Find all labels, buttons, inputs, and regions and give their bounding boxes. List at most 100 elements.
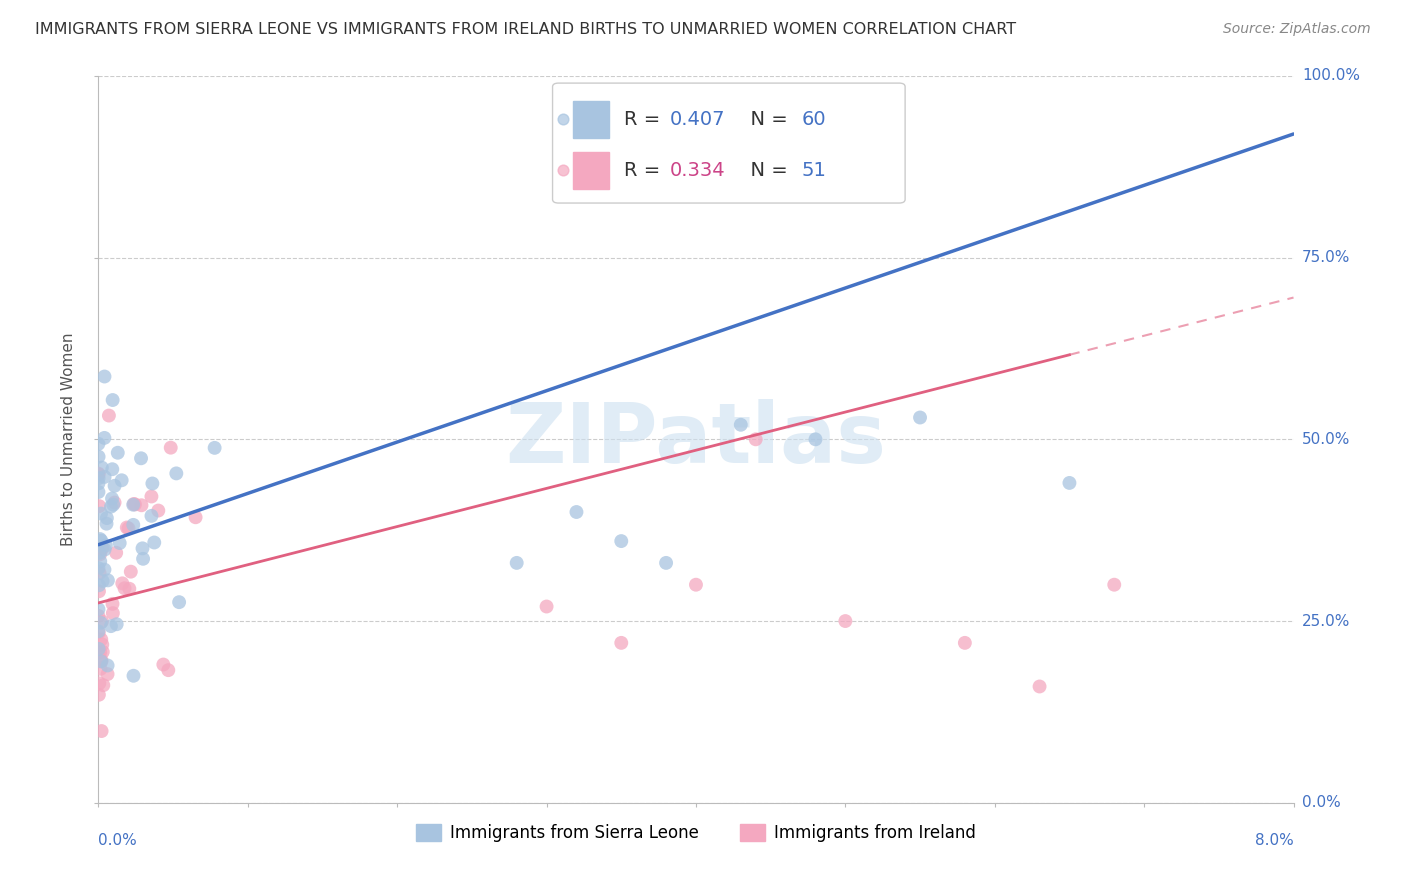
Point <box>565 505 588 519</box>
Point <box>101 392 124 407</box>
Point <box>87 578 110 592</box>
Text: 75.0%: 75.0% <box>1302 250 1350 265</box>
Point <box>536 599 558 614</box>
Point <box>96 511 118 525</box>
Point <box>90 654 112 668</box>
Point <box>908 410 931 425</box>
Point <box>87 467 110 482</box>
Point <box>804 432 827 446</box>
Point <box>111 473 134 487</box>
Point <box>105 617 128 632</box>
Point <box>141 490 163 504</box>
Point <box>132 551 155 566</box>
Point <box>122 669 145 683</box>
Point <box>157 663 180 677</box>
Point <box>103 479 125 493</box>
Point <box>101 597 124 611</box>
Point <box>89 645 111 659</box>
Text: ZIPatlas: ZIPatlas <box>506 399 886 480</box>
Point <box>90 507 112 521</box>
Point <box>107 446 129 460</box>
Point <box>745 432 768 446</box>
Point <box>89 547 111 561</box>
FancyBboxPatch shape <box>572 153 609 188</box>
Point <box>159 441 181 455</box>
Point <box>685 578 707 592</box>
Point <box>87 471 110 485</box>
Point <box>1059 475 1081 490</box>
Text: IMMIGRANTS FROM SIERRA LEONE VS IMMIGRANTS FROM IRELAND BIRTHS TO UNMARRIED WOME: IMMIGRANTS FROM SIERRA LEONE VS IMMIGRAN… <box>35 22 1017 37</box>
Point <box>152 657 174 672</box>
Point <box>96 516 118 531</box>
Text: 60: 60 <box>801 110 825 129</box>
Point <box>90 533 112 548</box>
Point <box>87 584 110 599</box>
Point <box>87 608 110 623</box>
Point <box>131 498 153 512</box>
Point <box>730 417 752 432</box>
Text: 0.407: 0.407 <box>669 110 725 129</box>
Point <box>165 467 187 481</box>
Point <box>87 624 110 639</box>
Point <box>91 645 114 659</box>
Point <box>90 655 112 669</box>
Point <box>101 606 124 620</box>
Point <box>90 615 112 630</box>
Point <box>100 619 122 633</box>
Point <box>117 521 139 535</box>
Point <box>87 688 110 702</box>
Point <box>87 561 110 575</box>
Point <box>93 470 115 484</box>
Point <box>89 676 111 690</box>
Point <box>118 582 141 596</box>
Point <box>87 485 110 500</box>
Point <box>122 498 145 512</box>
Text: 8.0%: 8.0% <box>1254 833 1294 848</box>
Point <box>111 576 134 591</box>
Point <box>101 462 124 476</box>
Point <box>1028 680 1050 694</box>
Text: Source: ZipAtlas.com: Source: ZipAtlas.com <box>1223 22 1371 37</box>
Point <box>834 614 856 628</box>
Point <box>90 632 112 647</box>
Point <box>87 437 110 451</box>
Point <box>89 546 111 560</box>
Point <box>87 641 110 656</box>
Point <box>89 554 111 568</box>
Point <box>506 556 529 570</box>
Point <box>167 595 190 609</box>
Point <box>89 566 111 581</box>
Point <box>120 565 142 579</box>
Point <box>124 498 146 512</box>
Point <box>91 541 114 556</box>
Point <box>141 476 163 491</box>
Point <box>1104 578 1126 592</box>
FancyBboxPatch shape <box>572 102 609 137</box>
Point <box>90 460 112 475</box>
Point <box>97 409 120 423</box>
Point <box>105 546 128 560</box>
Point <box>91 678 114 692</box>
Point <box>184 510 207 524</box>
Point <box>90 724 112 739</box>
Point <box>89 499 111 513</box>
Point <box>143 535 166 549</box>
Point <box>93 542 115 557</box>
FancyBboxPatch shape <box>553 83 905 203</box>
Point <box>91 574 114 588</box>
Point <box>131 541 153 556</box>
Point <box>97 658 120 673</box>
Point <box>122 517 145 532</box>
Point <box>115 520 138 534</box>
Point <box>89 662 111 676</box>
Text: 50.0%: 50.0% <box>1302 432 1350 447</box>
Point <box>103 495 125 509</box>
Point <box>94 538 117 552</box>
Text: 100.0%: 100.0% <box>1302 69 1360 83</box>
Legend: Immigrants from Sierra Leone, Immigrants from Ireland: Immigrants from Sierra Leone, Immigrants… <box>409 817 983 849</box>
Point <box>953 636 976 650</box>
Point <box>87 467 110 481</box>
Point <box>87 450 110 464</box>
Point <box>91 638 114 652</box>
Point <box>655 556 678 570</box>
